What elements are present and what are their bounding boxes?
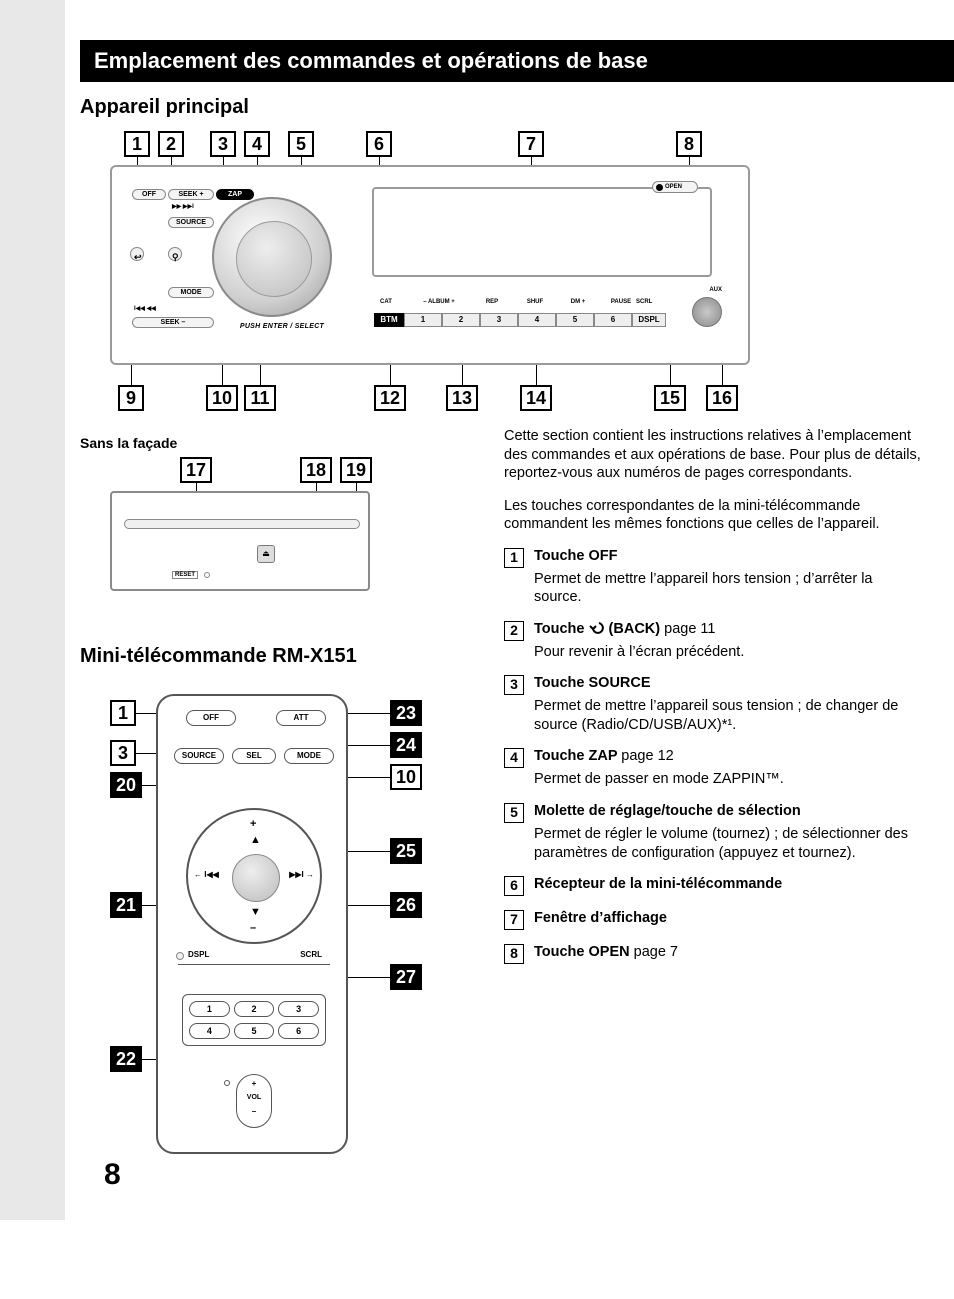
callout-2: 2 [158, 131, 184, 157]
display-window [372, 187, 712, 277]
callout-15: 15 [654, 385, 686, 411]
r-callout-21: 21 [110, 892, 142, 918]
callout-5: 5 [288, 131, 314, 157]
r-callout-22: 22 [110, 1046, 142, 1072]
callout-19: 19 [340, 457, 372, 483]
seek-plus-button: SEEK + [168, 189, 214, 200]
item-8: 8Touche OPEN page 7 [504, 944, 924, 964]
seek-minus-button: SEEK – [132, 317, 214, 328]
r-callout-27: 27 [390, 964, 422, 990]
source-button: SOURCE [168, 217, 214, 228]
page-number: 8 [104, 1158, 121, 1192]
callout-9: 9 [118, 385, 144, 411]
mode-button: MODE [168, 287, 214, 298]
intro-p2: Les touches correspondantes de la mini-t… [504, 497, 924, 534]
back-arrow-icon [589, 621, 605, 635]
item-4: 4Touche ZAP page 12 Permet de passer en … [504, 748, 924, 789]
diagram-without-face: 17 18 19 ⏏ RESET [110, 457, 420, 627]
r-att-button: ATT [276, 710, 326, 726]
callout-12: 12 [374, 385, 406, 411]
heading-without-face: Sans la façade [80, 435, 480, 451]
r-callout-1: 1 [110, 700, 136, 726]
preset-labels: CAT – ALBUM + REP SHUF DM + PAUSE [374, 299, 633, 305]
callout-1: 1 [124, 131, 150, 157]
callout-17: 17 [180, 457, 212, 483]
r-callout-25: 25 [390, 838, 422, 864]
diagram-remote: 1 3 20 21 22 23 24 10 25 26 27 [110, 680, 450, 1180]
reset-hole [204, 572, 210, 578]
diagram-main-unit: 1 2 3 4 5 6 7 8 9 10 11 12 13 14 15 16 [110, 131, 870, 421]
cd-slot [124, 519, 360, 529]
callout-6: 6 [366, 131, 392, 157]
callout-13: 13 [446, 385, 478, 411]
section-banner: Emplacement des commandes et opérations … [80, 40, 954, 82]
r-callout-26: 26 [390, 892, 422, 918]
skip-bwd-label: I◀◀ ◀◀ [134, 305, 156, 312]
r-callout-3: 3 [110, 740, 136, 766]
callout-8: 8 [676, 131, 702, 157]
item-5: 5Molette de réglage/touche de sélection … [504, 803, 924, 862]
item-1: 1Touche OFF Permet de mettre l’appareil … [504, 548, 924, 607]
knob-label: PUSH ENTER / SELECT [212, 323, 352, 330]
item-7: 7Fenêtre d’affichage [504, 910, 924, 930]
reset-label: RESET [172, 571, 198, 579]
callout-7: 7 [518, 131, 544, 157]
intro-p1: Cette section contient les instructions … [504, 427, 924, 483]
r-dpad: + ▲ – ▼ ← I◀◀ ▶▶I → [186, 808, 322, 944]
callout-4: 4 [244, 131, 270, 157]
rotary-knob [212, 197, 332, 317]
r-off-button: OFF [186, 710, 236, 726]
open-button: OPEN [652, 181, 698, 193]
r-sel-button: SEL [232, 748, 276, 764]
r-source-button: SOURCE [174, 748, 224, 764]
description-column: Cette section contient les instructions … [504, 427, 954, 978]
r-scrl-label: SCRL [300, 950, 322, 959]
stereo-body: PUSH ENTER / SELECT OPEN OFF SEEK + ZAP … [110, 165, 750, 365]
skip-fwd-label: ▶▶ ▶▶I [172, 203, 194, 210]
scrl-label: SCRL [636, 299, 652, 305]
r-mode-button: MODE [284, 748, 334, 764]
heading-main-unit: Appareil principal [80, 96, 954, 119]
r-dspl-label: DSPL [188, 950, 209, 959]
r-number-grid: 1 2 3 4 5 6 [182, 994, 326, 1046]
r-callout-24: 24 [390, 732, 422, 758]
r-vol-dot [224, 1080, 230, 1086]
item-6: 6Récepteur de la mini-télécommande [504, 876, 924, 896]
callout-3: 3 [210, 131, 236, 157]
callout-14: 14 [520, 385, 552, 411]
r-callout-23: 23 [390, 700, 422, 726]
zap-button: ZAP [216, 189, 254, 200]
r-callout-20: 20 [110, 772, 142, 798]
callout-18: 18 [300, 457, 332, 483]
remote-body: OFF ATT SOURCE SEL MODE + ▲ – ▼ ← I◀◀ ▶ [156, 694, 348, 1154]
search-icon: ⚲ [172, 252, 179, 263]
back-icon: ↩ [134, 252, 142, 263]
r-callout-10: 10 [390, 764, 422, 790]
item-2: 2 Touche (BACK) page 11 Pour revenir à l… [504, 621, 924, 662]
callout-16: 16 [706, 385, 738, 411]
callout-10: 10 [206, 385, 238, 411]
callout-11: 11 [244, 385, 276, 411]
preset-row: BTM 1 2 3 4 5 6 DSPL [390, 313, 666, 327]
item-3: 3Touche SOURCE Permet de mettre l’appare… [504, 675, 924, 734]
off-button: OFF [132, 189, 166, 200]
left-gutter [0, 0, 65, 1220]
aux-jack [692, 297, 722, 327]
aux-label: AUX [709, 287, 722, 293]
heading-remote: Mini-télécommande RM-X151 [80, 645, 480, 668]
faceplate-body: ⏏ RESET [110, 491, 370, 591]
eject-button: ⏏ [257, 545, 275, 563]
r-vol-button: + VOL – [236, 1074, 272, 1128]
